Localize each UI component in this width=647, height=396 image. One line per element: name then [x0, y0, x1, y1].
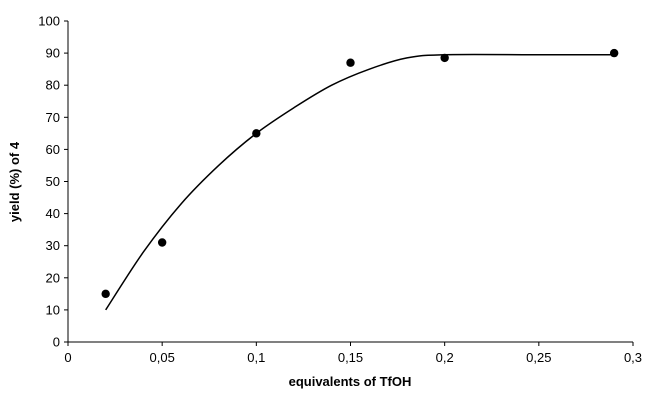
y-tick-label: 100: [38, 14, 60, 29]
y-tick-label: 60: [46, 142, 60, 157]
x-tick-label: 0,1: [247, 350, 265, 365]
data-point: [440, 53, 449, 63]
y-ticks: 0 10 20 30 40 50 60 70 80 90 100: [38, 14, 68, 350]
x-tick-label: 0,25: [526, 350, 551, 365]
x-tick-label: 0,05: [150, 350, 175, 365]
x-tick-label: 0,2: [436, 350, 454, 365]
data-point: [346, 58, 355, 67]
y-tick-label: 70: [46, 110, 60, 125]
y-tick-label: 20: [46, 270, 60, 285]
y-tick-label: 90: [46, 46, 60, 61]
x-tick-label: 0,3: [624, 350, 642, 365]
data-point: [609, 48, 619, 58]
y-tick-label: 80: [46, 78, 60, 93]
x-tick-label: 0,15: [338, 350, 363, 365]
y-tick-label: 30: [46, 238, 60, 253]
y-tick-label: 40: [46, 206, 60, 221]
x-tick-label: 0: [64, 350, 71, 365]
data-point: [101, 289, 110, 299]
data-point: [157, 238, 167, 247]
axes: [67, 21, 633, 343]
x-axis-title: equivalents of TfOH: [289, 374, 412, 389]
data-points: [101, 48, 619, 299]
y-tick-label: 50: [46, 174, 60, 189]
data-point: [252, 129, 261, 138]
y-tick-label: 0: [53, 335, 60, 350]
y-tick-label: 10: [46, 302, 60, 317]
x-ticks: 0 0,05 0,1 0,15 0,2 0,25 0,3: [64, 342, 642, 365]
trend-line: [105, 53, 615, 311]
y-axis-title: yield (%) of 4: [7, 141, 22, 222]
